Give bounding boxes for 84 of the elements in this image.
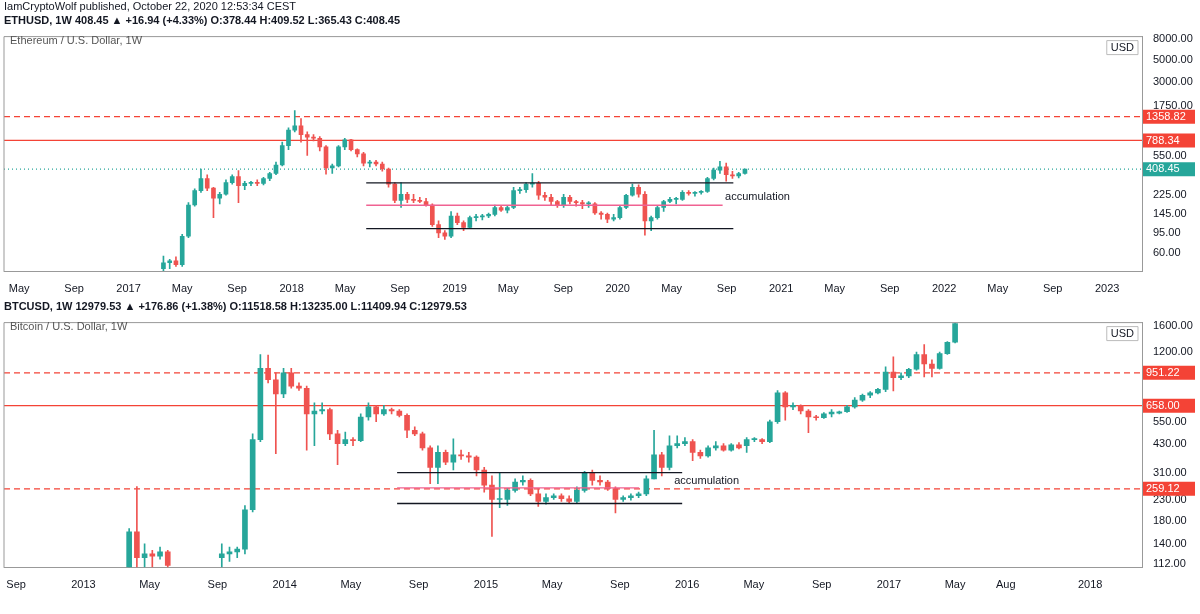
x-tick-label: 2016 [674,578,700,591]
candlestick [517,186,523,194]
y-tick-label: 5000.00 [1153,52,1193,65]
annotation: accumulation [674,474,740,487]
chart-title: Ethereum / U.S. Dollar, 1W [10,34,143,46]
candlestick [790,402,796,410]
x-tick-label: May [340,578,362,591]
y-tick-label: 550.00 [1153,149,1187,162]
y-tick-label: 550.00 [1153,414,1187,427]
x-tick-label: May [541,578,563,591]
ref-line-label: 259.12 [1146,481,1180,494]
y-tick-label: 112.00 [1153,556,1186,569]
x-tick-label: May [8,282,31,295]
y-tick-label: 225.00 [1153,188,1187,201]
candlestick [319,402,325,415]
x-tick-label: 2022 [931,282,957,295]
chart-subtitle: ETHUSD, 1W 408.45 ▲ +16.94 (+4.33%) O:378.44 H:409.52 L:365.43 C:408.45 [3,13,402,27]
x-tick-label: 2023 [1094,282,1120,295]
y-tick-label: 1200.00 [1153,345,1193,358]
y-tick-label: 3000.00 [1153,75,1193,88]
candlestick [350,437,356,447]
x-tick-label: Sep [553,282,573,295]
y-axis-title: USD [1110,326,1135,339]
x-tick-label: Sep [227,282,247,295]
y-axis-title: USD [1110,40,1135,53]
x-tick-label: 2017 [876,578,902,591]
x-tick-label: 2020 [605,282,630,295]
y-tick-label: 95.00 [1153,225,1181,238]
x-tick-label: 2021 [768,282,794,295]
x-tick-label: May [824,282,846,295]
y-tick-label: 310.00 [1153,465,1187,478]
y-tick-label: 430.00 [1153,436,1187,449]
x-tick-label: 2017 [116,282,141,295]
candlestick [496,472,503,508]
x-tick-label: Sep [1042,282,1063,295]
x-tick-label: Sep [207,578,228,591]
x-tick-label: 2018 [1077,578,1103,591]
candlestick [520,475,526,486]
y-tick-label: 8000.00 [1153,32,1193,45]
y-tick-label: 145.00 [1153,207,1187,220]
x-tick-label: 2019 [442,282,467,295]
x-tick-label: 2013 [71,578,96,591]
candlestick [597,475,603,486]
ref-line-label: 951.22 [1146,365,1180,378]
x-tick-label: Sep [408,578,429,591]
x-tick-label: May [334,282,357,295]
ref-line-label: 788.34 [1146,133,1180,146]
x-tick-label: 2015 [473,578,499,591]
candlestick [218,543,225,568]
x-tick-label: Sep [64,282,84,295]
chart-title: Bitcoin / U.S. Dollar, 1W [10,320,128,332]
y-tick-label: 60.00 [1153,246,1181,259]
x-tick-label: Sep [610,578,630,591]
y-tick-label: 1750.00 [1153,98,1193,111]
y-tick-label: 140.00 [1153,536,1187,549]
x-tick-label: May [661,282,683,295]
x-tick-label: Aug [996,578,1016,591]
x-tick-label: Sep [716,282,737,295]
x-tick-label: 2018 [279,282,304,295]
x-tick-label: May [139,578,161,591]
candlestick [489,475,495,537]
x-tick-label: May [944,578,966,591]
candlestick [674,435,681,449]
x-tick-label: Sep [6,578,26,591]
x-tick-label: Sep [390,282,410,295]
x-tick-label: Sep [811,578,832,591]
y-tick-label: 180.00 [1153,514,1187,527]
text: IamCryptoWolf published, October 22, 2020 12:53:34 CEST [3,0,298,13]
x-tick-label: May [171,282,194,295]
ref-line-label: 408.45 [1146,162,1180,175]
y-tick-label: 1600.00 [1153,319,1193,332]
y-tick-label: 230.00 [1153,492,1187,505]
ref-line-label: 1358.82 [1146,109,1186,122]
x-tick-label: May [743,578,765,591]
candlestick [458,449,464,460]
x-tick-label: May [987,282,1009,295]
candlestick [292,110,298,133]
annotation: accumulation [725,189,790,202]
chart-subtitle: BTCUSD, 1W 12979.53 ▲ +176.86 (+1.38%) O:11518.58 H:13235.00 L:11409.94 C:12979.53 [3,299,468,313]
x-tick-label: Sep [879,282,900,295]
x-tick-label: 2014 [272,578,297,591]
x-tick-label: May [497,282,520,295]
candlestick [272,372,279,455]
ref-line-label: 658.00 [1146,398,1180,411]
